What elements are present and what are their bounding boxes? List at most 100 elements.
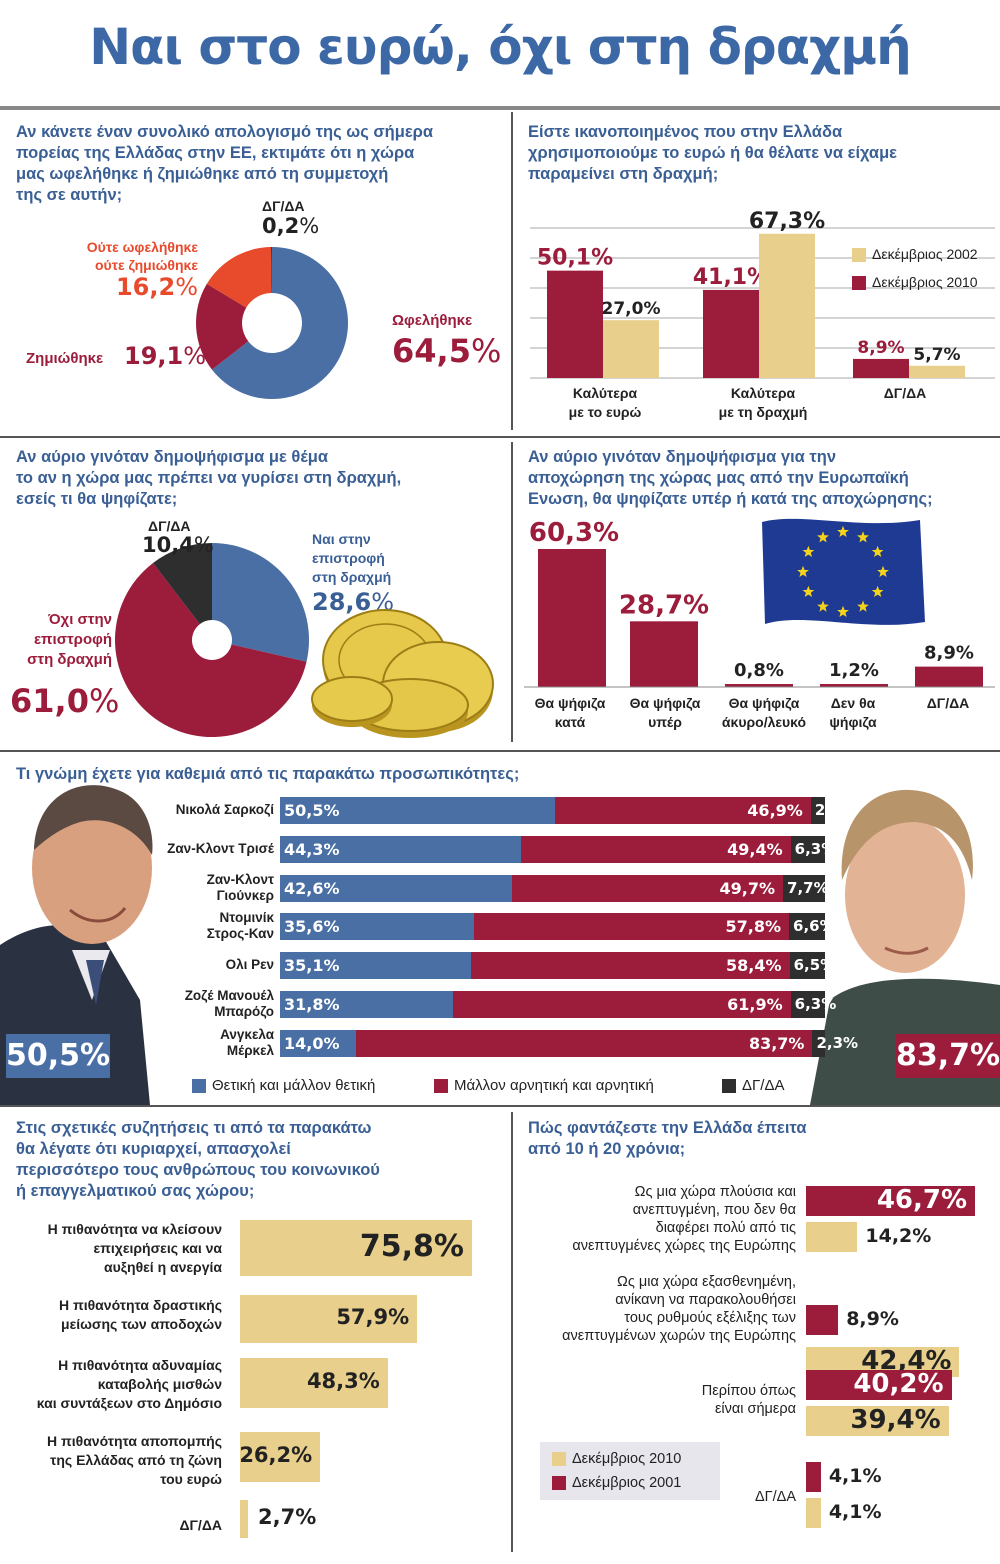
future-label-line: ΔΓ/ΔΑ [754, 1489, 796, 1505]
future-label-line: Ως μια χώρα πλούσια και [634, 1184, 796, 1200]
issue-bar [240, 1358, 388, 1408]
person-bar-segment: 49,7% [512, 874, 784, 902]
future-bar [806, 1186, 976, 1216]
segment-value: 35,1% [284, 956, 340, 976]
segment-value: 6,5% [793, 956, 836, 975]
pie1-neither-label: Ούτε ωφελήθηκε ούτε ζημιώθηκε [86, 239, 198, 273]
pie2-dk-label: ΔΓ/ΔΑ [148, 518, 191, 534]
star-icon [802, 585, 815, 597]
question-referendum-drachma: Αν αύριο γινόταν δημοψήφισμα με θέμα το α… [16, 448, 402, 508]
future-bar [806, 1498, 821, 1528]
person-name: Ντομινίκ Στρος-Καν [110, 910, 274, 942]
pie1-slice-2 [206, 247, 272, 308]
segment-value: 7,7% [787, 878, 829, 897]
segment-value: 46,9% [747, 801, 803, 820]
row-divider-1 [0, 436, 1000, 438]
merkel-callout: 83,7% [896, 1034, 1000, 1078]
bar2-cat-for: Θα ψήφιζα υπέρ [629, 695, 701, 730]
segment-value: 31,8% [284, 995, 340, 1014]
issue-label-line: Η πιθανότητα αδυναμίας [58, 1357, 222, 1373]
bar1-legend-2010: Δεκέμβριος 2010 [852, 274, 978, 291]
persons-legend-positive: Θετική και μάλλον θετική [192, 1077, 375, 1094]
segment-value: 6,3% [794, 995, 837, 1013]
bar1-value-label: 41,1% [693, 265, 769, 290]
future-label-line: είναι σήμερα [714, 1401, 796, 1417]
question-future: Πώς φαντάζεστε την Ελλάδα έπειτα από 10 ή… [528, 1119, 807, 1158]
future-label-line: ανεπτυγμένων χωρών της Ευρώπης [562, 1328, 796, 1344]
person-bar-segment: 50,5% [280, 797, 556, 824]
bar2-cat-dk: ΔΓ/ΔΑ [926, 695, 970, 711]
pie1-benefited-value: 64,5% [392, 332, 502, 370]
bar2-cat-blank: Θα ψήφιζα άκυρο/λευκό [721, 695, 807, 730]
future-value: 39,4% [850, 1405, 941, 1435]
bar2-bar-4 [915, 666, 983, 687]
question-personalities: Τι γνώμη έχετε για καθεμιά από τις παρακ… [16, 765, 520, 783]
person-bar-segment: 6,3% [790, 835, 836, 863]
issue-label-line: και συντάξεων στο Δημόσιο [36, 1395, 222, 1411]
person-bar-segment: 7,7% [783, 874, 829, 902]
issue-value: 26,2% [239, 1442, 313, 1467]
future-label: Ως μια χώρα πλούσια και ανεπτυγμένη, που … [520, 1183, 796, 1255]
person-bar-segment: 2,6% [810, 797, 856, 824]
bar2-value-label: 60,3% [529, 518, 619, 548]
person-bar-segment: 6,6% [789, 913, 835, 941]
pie2-yes-label: Ναι στην επιστροφή στη δραχμή [312, 531, 392, 585]
legend-swatch [434, 1079, 448, 1094]
person-name: Ζαν-Κλοντ Τρισέ [110, 841, 274, 857]
person-name-line: Στρος-Καν [206, 926, 274, 942]
bar1-value-label: 50,1% [537, 246, 613, 271]
pie2-no-value: 61,0% [10, 682, 120, 720]
legend-swatch [722, 1079, 736, 1094]
question-benefit: Αν κάνετε έναν συνολικό απολογισμό της ω… [16, 123, 434, 204]
future-label: ΔΓ/ΔΑ [520, 1488, 796, 1506]
bar1-bar-1-2 [909, 365, 965, 378]
column-divider-3 [511, 1112, 513, 1552]
person-name: Ζαν-Κλοντ Γιούνκερ [110, 872, 274, 904]
issue-value: 57,9% [336, 1304, 410, 1329]
issue-label-line: ΔΓ/ΔΑ [179, 1517, 222, 1533]
bar1-bar-1-1 [759, 233, 815, 378]
bar1-bar-0-2 [853, 358, 909, 378]
column-divider-1 [511, 112, 513, 430]
coin [311, 676, 393, 727]
bar2-bar-0 [538, 549, 606, 687]
future-bar [806, 1222, 858, 1252]
future-bar [806, 1370, 952, 1400]
issue-label: Η πιθανότητα αποπομπής της Ελλάδας από τη… [10, 1432, 222, 1489]
issue-label-line: Η πιθανότητα δραστικής [59, 1297, 222, 1313]
person-bar-segment: 49,4% [521, 835, 791, 863]
bar2-value-label: 0,8% [734, 660, 784, 681]
person-bar-segment: 42,6% [280, 874, 513, 902]
person-bar-segment: 58,4% [471, 952, 790, 980]
issue-label-line: αυξηθεί η ανεργία [104, 1259, 222, 1275]
future-value: 14,2% [865, 1225, 932, 1247]
issue-label: Η πιθανότητα αδυναμίας καταβολής μισθών κα… [10, 1356, 222, 1413]
pie2-slice-2 [153, 543, 212, 625]
future-value: 4,1% [828, 1501, 882, 1523]
person-bar-segment: 46,9% [555, 797, 811, 824]
row-divider-2 [0, 750, 1000, 752]
bar1-bar-1-0 [603, 320, 659, 378]
legend-swatch [552, 1476, 566, 1491]
segment-value: 57,8% [725, 917, 782, 937]
pie1-dk-label: ΔΓ/ΔΑ [262, 198, 305, 214]
star-icon [817, 600, 829, 612]
segment-value: 50,5% [284, 801, 340, 820]
pie1-harmed-label: Ζημιώθηκε [26, 350, 104, 367]
pie2-yes-value: 28,6% [312, 588, 395, 616]
future-bar [806, 1305, 839, 1335]
segment-value: 58,4% [726, 956, 782, 976]
person-bar-segment: 35,6% [280, 913, 475, 941]
pie2-dk-value: 10,4% [142, 533, 214, 557]
issue-label-line: Η πιθανότητα να κλείσουν [47, 1221, 222, 1237]
person-bar-segment: 57,8% [474, 913, 790, 941]
issue-label-line: της Ελλάδας από τη ζώνη [50, 1452, 222, 1468]
person-name-line: Ολι Ρεν [225, 957, 274, 973]
future-legend-2001: Δεκέμβριος 2001 [552, 1475, 681, 1491]
question-euro-drachma: Είστε ικανοποιημένος που στην Ελλάδα χρησ… [528, 123, 897, 183]
bar2-cat-against: Θα ψήφιζα κατά [534, 695, 606, 730]
future-value: 40,2% [853, 1369, 944, 1399]
bar2-bar-3 [820, 684, 888, 687]
bar2-value-label: 28,7% [619, 590, 709, 620]
